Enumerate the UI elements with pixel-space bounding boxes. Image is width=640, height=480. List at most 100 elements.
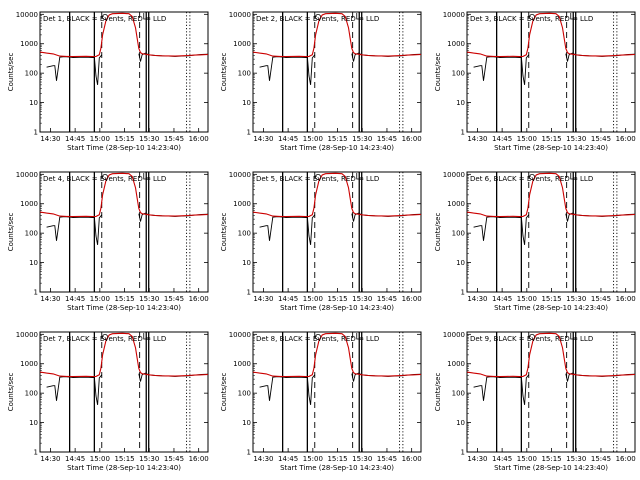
y-tick-label: 10 (456, 419, 465, 427)
x-tick-label: 15:45 (591, 295, 611, 303)
x-tick-label: 15:45 (164, 295, 184, 303)
x-axis-label: Start Time (28-Sep-10 14:23:40) (67, 144, 181, 152)
lld-series-line (252, 172, 422, 218)
events-series-line (473, 372, 636, 405)
detector-panel-8: 1 10 100 1000 10000 14:30 14:45 15:00 15:15 15:30… (220, 331, 422, 472)
events-series-line (259, 372, 422, 405)
y-tick-label: 1000 (233, 40, 251, 48)
x-tick-label: 15:45 (377, 295, 397, 303)
panel-title: Det 5, BLACK = Events, RED = LLD (256, 175, 379, 183)
x-axis-label: Start Time (28-Sep-10 14:23:40) (280, 144, 394, 152)
y-tick-label: 10 (242, 259, 251, 267)
plot-frame (39, 171, 209, 293)
x-tick-label: 15:00 (517, 455, 537, 463)
detector-panel-6: 1 10 100 1000 10000 14:30 14:45 15:00 15:15 15:30… (434, 171, 636, 312)
x-tick-label: 15:15 (114, 455, 134, 463)
lld-series-line (466, 172, 636, 218)
x-tick-label: 15:30 (566, 135, 586, 143)
y-tick-label: 10 (242, 99, 251, 107)
x-tick-label: 15:00 (90, 295, 110, 303)
x-tick-label: 14:45 (278, 295, 298, 303)
y-tick-label: 100 (452, 390, 465, 398)
events-series-line (46, 52, 209, 85)
panel-title: Det 8, BLACK = Events, RED = LLD (256, 335, 379, 343)
plot-frame (39, 331, 209, 453)
events-series-line (259, 52, 422, 85)
y-tick-label: 1000 (447, 360, 465, 368)
y-tick-label: 10000 (16, 171, 38, 179)
panel-title: Det 9, BLACK = Events, RED = LLD (470, 335, 593, 343)
x-tick-label: 14:45 (492, 135, 512, 143)
x-tick-label: 15:15 (541, 295, 561, 303)
x-tick-label: 15:00 (517, 135, 537, 143)
y-tick-label: 10000 (229, 11, 251, 19)
y-tick-label: 100 (25, 70, 38, 78)
plot-frame (466, 171, 636, 293)
x-tick-label: 14:30 (40, 455, 60, 463)
lld-series-line (252, 332, 422, 378)
x-tick-label: 15:30 (352, 295, 372, 303)
y-axis-label: Counts/sec (434, 213, 442, 252)
x-axis-label: Start Time (28-Sep-10 14:23:40) (494, 304, 608, 312)
y-axis-label: Counts/sec (7, 213, 15, 252)
events-series-line (46, 212, 209, 245)
x-tick-label: 15:15 (327, 295, 347, 303)
x-tick-label: 16:00 (189, 295, 209, 303)
y-tick-label: 10000 (443, 171, 465, 179)
panel-title: Det 3, BLACK = Events, RED = LLD (470, 15, 593, 23)
panel-title: Det 2, BLACK = Events, RED = LLD (256, 15, 379, 23)
x-tick-label: 15:00 (303, 135, 323, 143)
x-tick-label: 14:30 (40, 295, 60, 303)
corner-marker (356, 333, 364, 340)
x-tick-label: 16:00 (616, 135, 636, 143)
panel-title: Det 1, BLACK = Events, RED = LLD (43, 15, 166, 23)
y-tick-label: 100 (25, 390, 38, 398)
y-axis-label: Counts/sec (434, 53, 442, 92)
panel-title: Det 4, BLACK = Events, RED = LLD (43, 175, 166, 183)
x-tick-label: 15:30 (352, 455, 372, 463)
x-tick-label: 15:30 (352, 135, 372, 143)
x-tick-label: 15:00 (90, 135, 110, 143)
detector-panel-5: 1 10 100 1000 10000 14:30 14:45 15:00 15:15 15:30… (220, 171, 422, 312)
y-tick-label: 10 (29, 259, 38, 267)
y-tick-label: 100 (238, 70, 251, 78)
x-tick-label: 14:45 (492, 295, 512, 303)
plot-frame (252, 331, 422, 453)
y-tick-label: 1 (461, 289, 465, 297)
x-tick-label: 14:30 (467, 295, 487, 303)
x-axis-label: Start Time (28-Sep-10 14:23:40) (494, 464, 608, 472)
x-tick-label: 16:00 (616, 455, 636, 463)
y-tick-label: 1 (461, 449, 465, 457)
x-tick-label: 15:45 (164, 135, 184, 143)
y-tick-label: 1000 (447, 200, 465, 208)
y-tick-label: 1 (247, 449, 251, 457)
y-tick-label: 1000 (20, 200, 38, 208)
corner-marker (570, 333, 578, 340)
x-tick-label: 15:15 (541, 135, 561, 143)
x-tick-label: 15:30 (566, 295, 586, 303)
y-tick-label: 1 (34, 289, 38, 297)
y-tick-label: 1000 (20, 360, 38, 368)
y-tick-label: 10 (456, 99, 465, 107)
y-axis-label: Counts/sec (220, 53, 228, 92)
panel-title: Det 6, BLACK = Events, RED = LLD (470, 175, 593, 183)
x-tick-label: 15:45 (377, 135, 397, 143)
x-tick-label: 15:45 (164, 455, 184, 463)
x-tick-label: 16:00 (189, 135, 209, 143)
lld-series-line (39, 172, 209, 218)
y-tick-label: 10000 (229, 171, 251, 179)
x-tick-label: 15:30 (566, 455, 586, 463)
corner-marker (143, 13, 151, 20)
x-axis-label: Start Time (28-Sep-10 14:23:40) (280, 464, 394, 472)
y-axis-label: Counts/sec (434, 373, 442, 412)
y-tick-label: 1000 (447, 40, 465, 48)
panel-title: Det 7, BLACK = Events, RED = LLD (43, 335, 166, 343)
x-tick-label: 15:45 (591, 135, 611, 143)
x-tick-label: 15:15 (327, 455, 347, 463)
x-tick-label: 16:00 (616, 295, 636, 303)
x-tick-label: 15:30 (139, 295, 159, 303)
x-axis-label: Start Time (28-Sep-10 14:23:40) (67, 464, 181, 472)
y-tick-label: 1 (34, 449, 38, 457)
events-series-line (46, 372, 209, 405)
x-tick-label: 14:30 (467, 135, 487, 143)
